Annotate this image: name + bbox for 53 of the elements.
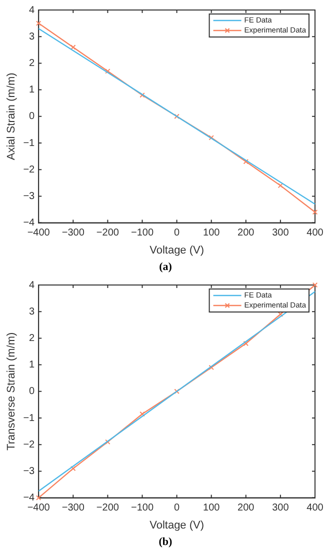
- y-tick-label: −1: [23, 412, 36, 424]
- point: [243, 340, 249, 346]
- point: [208, 135, 214, 140]
- x-tick-label: 100: [203, 502, 220, 514]
- y-tick-label: −2: [23, 164, 36, 176]
- y-tick-label: 2: [29, 332, 36, 344]
- x-tick-label: −200: [96, 502, 120, 514]
- y-tick-label: 4: [29, 280, 36, 291]
- x-tick-label: 0: [174, 502, 180, 514]
- x-tick-label: 400: [306, 228, 324, 239]
- point: [243, 159, 249, 164]
- point: [174, 388, 180, 394]
- y-tick-label: −3: [23, 466, 36, 477]
- x-axis-title: Voltage (V): [150, 519, 204, 532]
- x-tick-label: −400: [27, 228, 50, 239]
- text: (a): [158, 261, 173, 273]
- y-tick-label: −2: [23, 439, 36, 450]
- x-tick-label: −400: [27, 502, 50, 514]
- y-tick-label: 0: [29, 386, 36, 398]
- point: [140, 92, 145, 98]
- x-tick-label: −100: [130, 502, 154, 514]
- x-tick-label: 200: [238, 502, 255, 514]
- text: (b): [158, 536, 174, 548]
- y-tick-label: −3: [23, 190, 36, 202]
- y-tick-label: 1: [29, 360, 36, 371]
- x-tick-label: 400: [306, 502, 324, 514]
- y-tick-label: 0: [29, 111, 36, 122]
- point: [140, 411, 145, 417]
- x-tick-label: 200: [238, 228, 255, 239]
- x-tick-label: 300: [272, 502, 290, 514]
- point: [70, 44, 76, 50]
- x-axis-title: Voltage (V): [150, 244, 204, 256]
- y-axis-title: Transverse Strain (m/m): [6, 332, 18, 450]
- point: [70, 466, 76, 472]
- y-axis-title: Axial Strain (m/m): [6, 72, 18, 160]
- y-tick-label: −4: [23, 218, 36, 229]
- x-tick-label: −200: [96, 228, 120, 239]
- y-tick-label: 1: [29, 84, 36, 96]
- y-tick-label: 3: [29, 306, 36, 318]
- x-tick-label: −300: [62, 502, 85, 514]
- x-tick-label: 300: [272, 228, 290, 239]
- y-tick-label: 3: [29, 31, 36, 42]
- x-tick-label: 100: [203, 228, 220, 239]
- point: [105, 68, 110, 74]
- point: [174, 114, 180, 120]
- y-tick-label: −1: [23, 138, 36, 149]
- x-tick-label: −100: [130, 228, 154, 239]
- y-tick-label: 2: [29, 58, 36, 69]
- y-tick-label: −4: [23, 492, 36, 504]
- y-tick-label: 4: [29, 4, 36, 16]
- x-tick-label: −300: [62, 228, 85, 239]
- x-tick-label: 0: [174, 228, 180, 239]
- point: [105, 439, 110, 445]
